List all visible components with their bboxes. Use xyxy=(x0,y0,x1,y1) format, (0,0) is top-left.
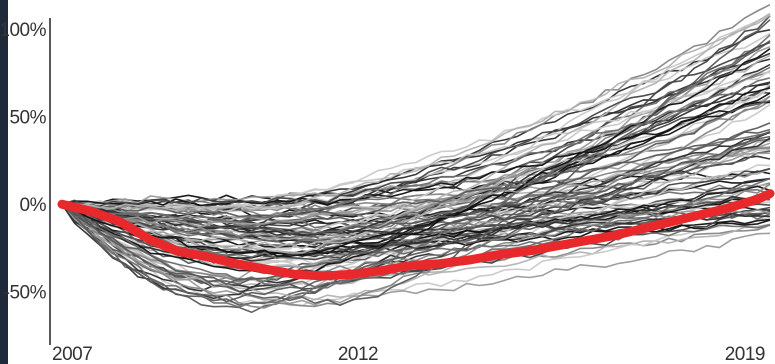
background-series-line xyxy=(61,19,771,307)
background-series-line xyxy=(61,203,771,307)
background-series-line xyxy=(61,101,771,207)
background-series-line xyxy=(61,183,771,283)
background-series-line xyxy=(62,77,771,223)
y-tick-label: -50% xyxy=(4,283,47,304)
background-series-line xyxy=(61,150,771,235)
background-series-line xyxy=(61,66,771,247)
left-edge-strip xyxy=(0,0,8,364)
x-tick-label: 2007 xyxy=(52,344,92,364)
background-series-line xyxy=(61,87,771,258)
background-series-line xyxy=(61,52,771,223)
background-series-line xyxy=(61,100,771,239)
x-tick-label: 2012 xyxy=(338,344,378,364)
y-tick-label: 50% xyxy=(9,108,46,129)
background-series-line xyxy=(61,203,771,221)
background-series-line xyxy=(61,99,771,286)
background-series-line xyxy=(61,140,771,301)
background-series-line xyxy=(61,130,771,303)
highlight-series-group xyxy=(57,189,775,281)
x-axis-ticks: 2007 2012 2019 xyxy=(52,344,766,364)
highlight-series-line xyxy=(57,189,775,281)
background-series-line xyxy=(61,14,771,212)
background-series-line xyxy=(61,12,771,250)
y-axis-ticks: 100% 50% 0% -50% xyxy=(0,20,47,304)
background-series-line xyxy=(61,54,771,254)
y-tick-label: 0% xyxy=(20,195,47,216)
background-series-line xyxy=(61,203,771,306)
background-series-line xyxy=(61,203,771,260)
background-series-line xyxy=(61,71,771,210)
background-series-line xyxy=(61,58,771,211)
background-series-line xyxy=(61,41,771,208)
background-series-line xyxy=(61,3,771,218)
background-series-line xyxy=(61,152,771,229)
background-series-line xyxy=(61,69,771,208)
background-series-line xyxy=(61,131,771,237)
background-series-line xyxy=(61,128,771,218)
y-tick-label: 100% xyxy=(0,20,47,41)
x-tick-label: 2019 xyxy=(725,344,765,364)
